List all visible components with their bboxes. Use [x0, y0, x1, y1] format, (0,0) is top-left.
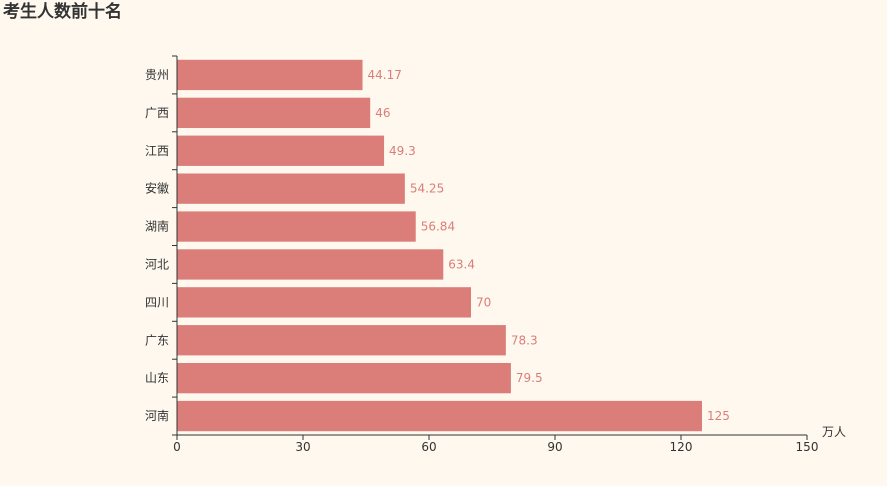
y-axis: 河南 山东 广东 四川 河北 湖南 安徽 江西 广西 贵州: [145, 55, 178, 436]
data-label-安徽: 54.25: [410, 182, 444, 196]
data-label-河北: 63.4: [448, 257, 475, 271]
y-tick-label-河南: 河南: [145, 408, 169, 423]
x-tick-label-60: 60: [421, 440, 436, 454]
data-label-贵州: 44.17: [368, 68, 402, 82]
bar-河北: [177, 249, 444, 280]
y-tick-label-河北: 河北: [145, 257, 169, 271]
y-tick-label-安徽: 安徽: [145, 181, 169, 196]
x-axis-label: 万人: [822, 425, 846, 439]
data-label-江西: 49.3: [389, 144, 416, 158]
data-labels-group: 125 79.5 78.3 70 63.4 56.84 54.25 49.3 46 44.17: [368, 68, 730, 423]
bar-山东: [177, 362, 511, 394]
y-tick-label-山东: 山东: [145, 371, 169, 385]
data-label-河南: 125: [707, 409, 730, 423]
data-label-广东: 78.3: [511, 333, 538, 347]
data-label-山东: 79.5: [516, 371, 543, 385]
bar-广西: [177, 97, 371, 129]
x-tick-label-150: 150: [796, 440, 819, 454]
y-tick-label-广东: 广东: [145, 333, 169, 347]
y-tick-label-贵州: 贵州: [145, 68, 169, 82]
y-tick-label-广西: 广西: [145, 106, 169, 120]
data-label-广西: 46: [375, 106, 390, 120]
bar-湖南: [177, 211, 416, 242]
x-tick-label-120: 120: [670, 440, 693, 454]
bar-江西: [177, 135, 385, 166]
x-tick-label-0: 0: [173, 440, 181, 454]
bars-group: [177, 59, 702, 432]
bar-四川: [177, 287, 471, 318]
bar-河南: [177, 400, 702, 432]
data-label-四川: 70: [476, 295, 491, 309]
bar-贵州: [177, 59, 363, 91]
bar-广东: [177, 325, 506, 356]
y-tick-label-江西: 江西: [145, 144, 169, 158]
data-label-湖南: 56.84: [421, 220, 455, 234]
bar-安徽: [177, 173, 405, 204]
x-tick-label-90: 90: [547, 440, 562, 454]
x-tick-label-30: 30: [295, 440, 310, 454]
y-tick-label-湖南: 湖南: [145, 219, 169, 234]
chart-title: 考生人数前十名: [3, 2, 122, 22]
y-tick-label-四川: 四川: [145, 295, 169, 309]
